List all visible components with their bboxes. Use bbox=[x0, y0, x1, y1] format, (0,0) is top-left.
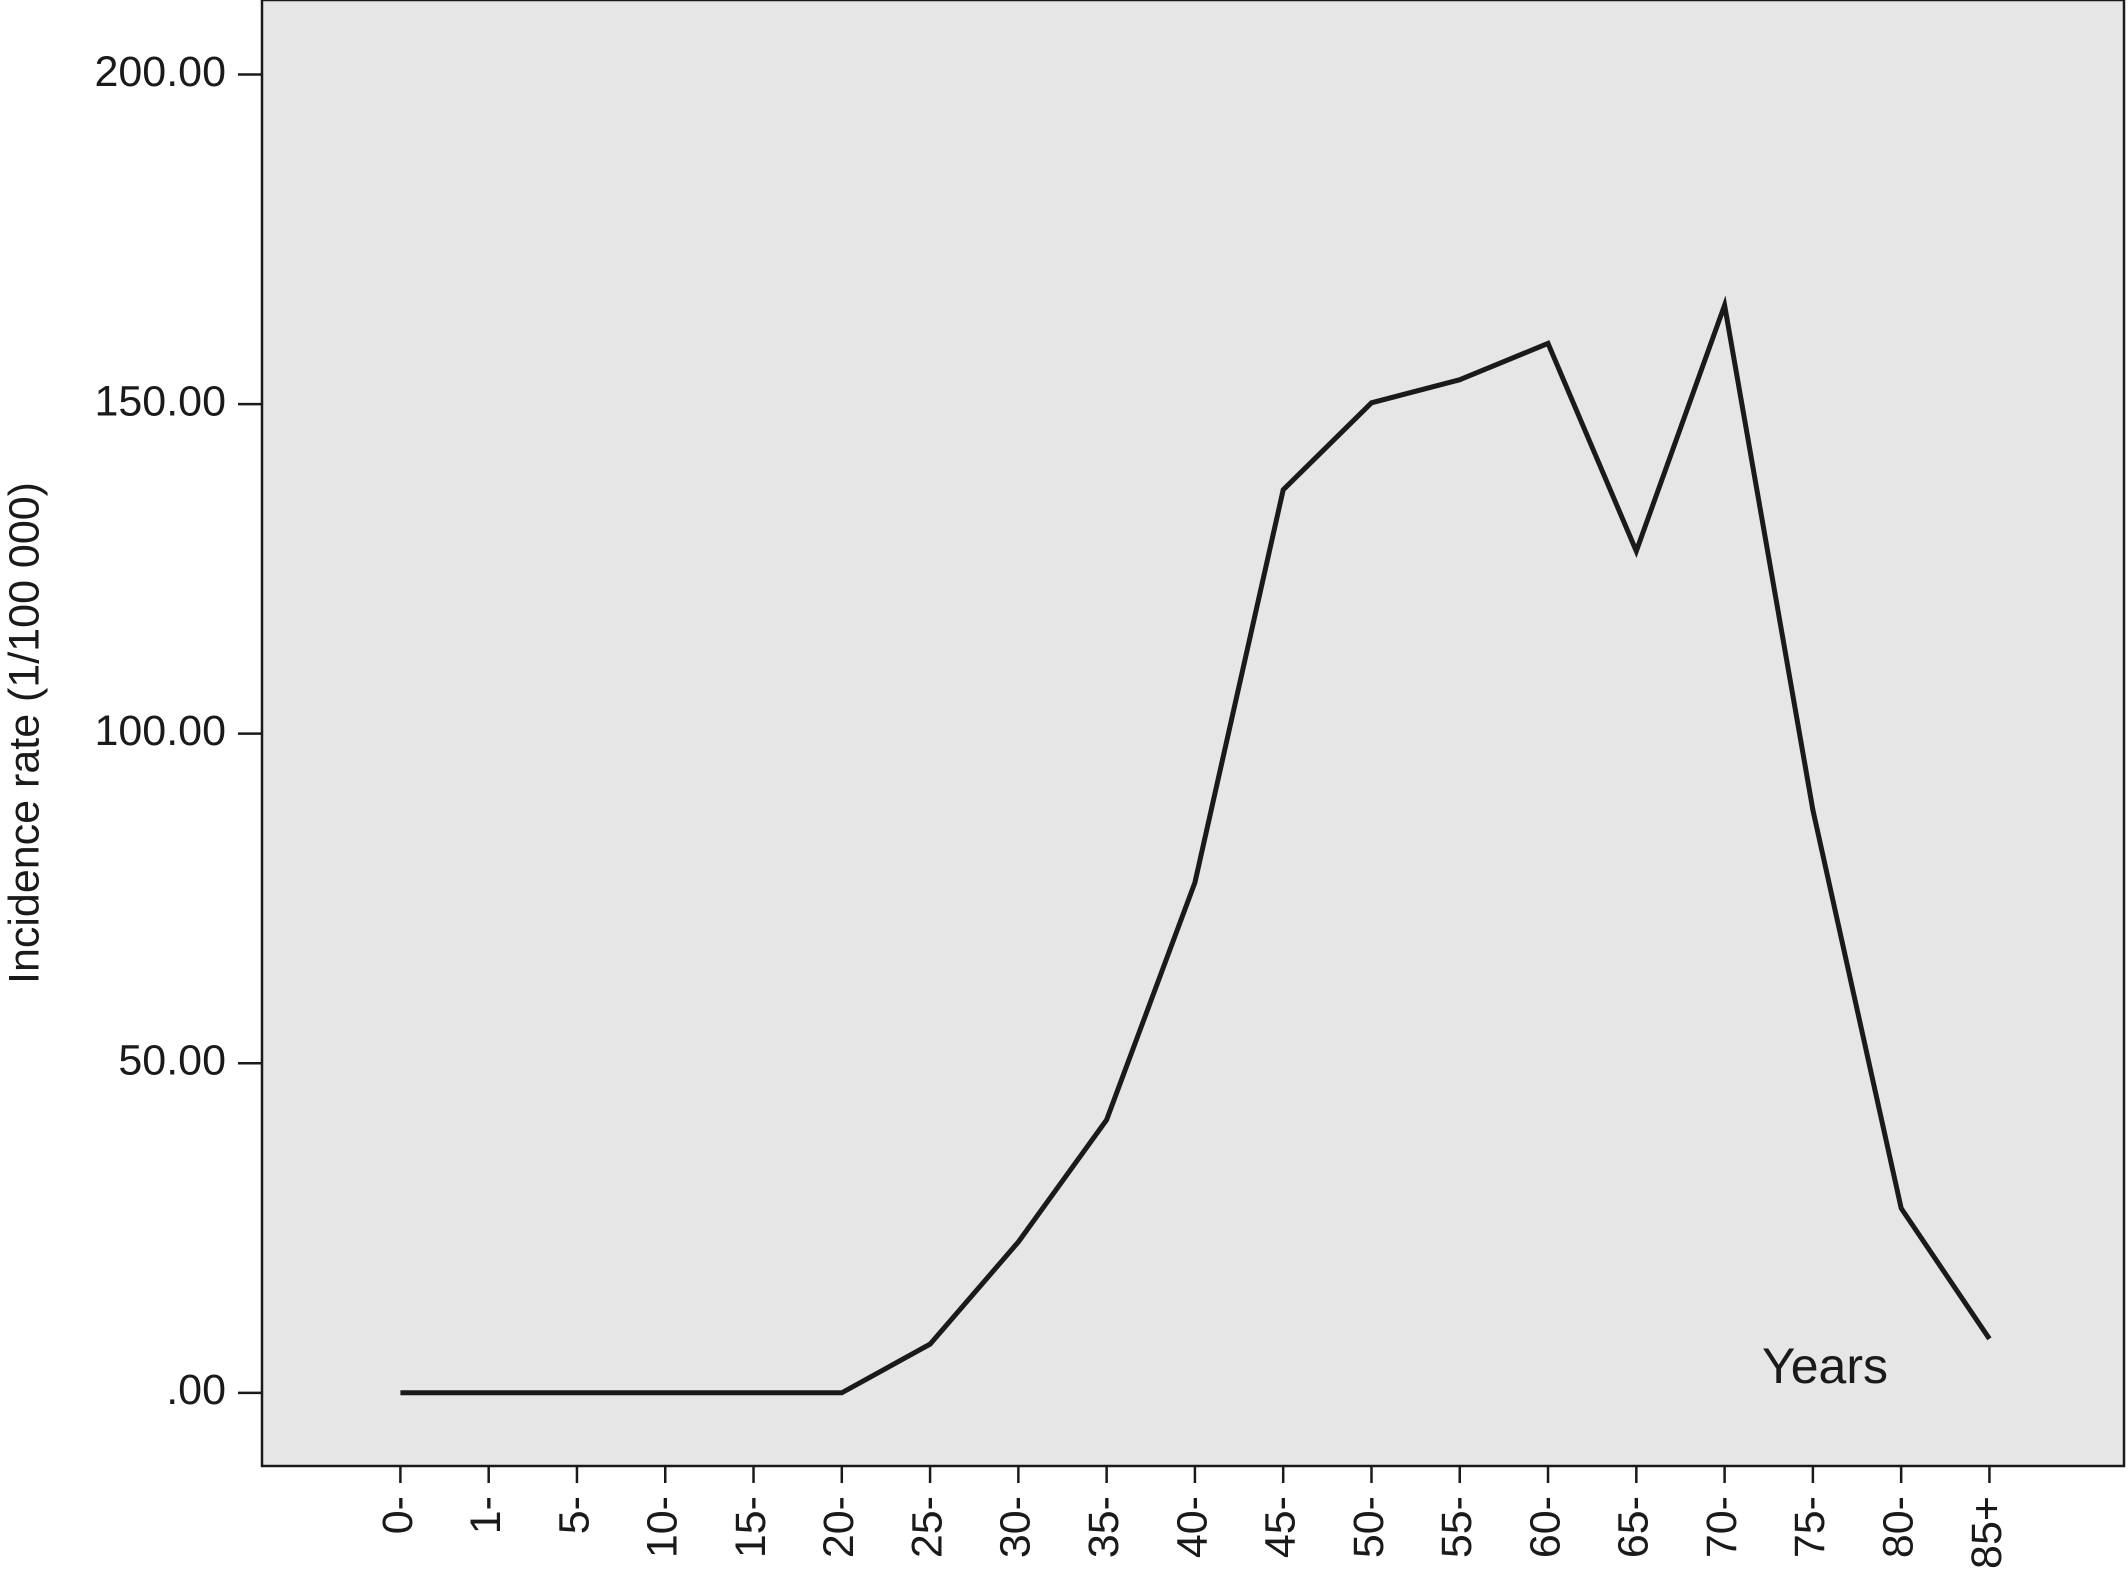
x-tick-label: 20- bbox=[815, 1496, 863, 1558]
x-tick-label: 40- bbox=[1168, 1496, 1216, 1558]
y-tick-label: 100.00 bbox=[94, 707, 226, 755]
x-tick-label: 55- bbox=[1433, 1496, 1481, 1558]
y-tick-label: 150.00 bbox=[94, 377, 226, 425]
x-tick-label: 60- bbox=[1521, 1496, 1569, 1558]
data-line bbox=[400, 295, 1992, 1396]
y-axis-label: Incidence rate (1/100 000) bbox=[0, 482, 48, 984]
x-tick-label: 10- bbox=[639, 1496, 687, 1558]
x-tick-label: 5- bbox=[550, 1496, 598, 1534]
x-tick-label: 30- bbox=[992, 1496, 1040, 1558]
x-tick-label: 0- bbox=[374, 1496, 422, 1534]
x-tick-label: 45- bbox=[1257, 1496, 1305, 1558]
x-tick-label: 85+ bbox=[1963, 1496, 2011, 1569]
y-tick-label: 200.00 bbox=[94, 48, 226, 96]
x-tick-label: 65- bbox=[1610, 1496, 1658, 1558]
y-tick-label: .00 bbox=[166, 1366, 226, 1414]
x-tick-label: 15- bbox=[727, 1496, 775, 1558]
x-tick-label: 70- bbox=[1698, 1496, 1746, 1558]
x-tick-label: 80- bbox=[1875, 1496, 1923, 1558]
y-tick-label: 50.00 bbox=[118, 1037, 226, 1085]
x-tick-label: 35- bbox=[1080, 1496, 1128, 1558]
x-tick-label: 50- bbox=[1345, 1496, 1393, 1558]
x-tick-label: 75- bbox=[1786, 1496, 1834, 1558]
x-axis-label: Years bbox=[1762, 1338, 1888, 1394]
x-tick-label: 1- bbox=[462, 1496, 510, 1534]
x-tick-label: 25- bbox=[903, 1496, 951, 1558]
plot-area bbox=[260, 0, 2126, 1468]
